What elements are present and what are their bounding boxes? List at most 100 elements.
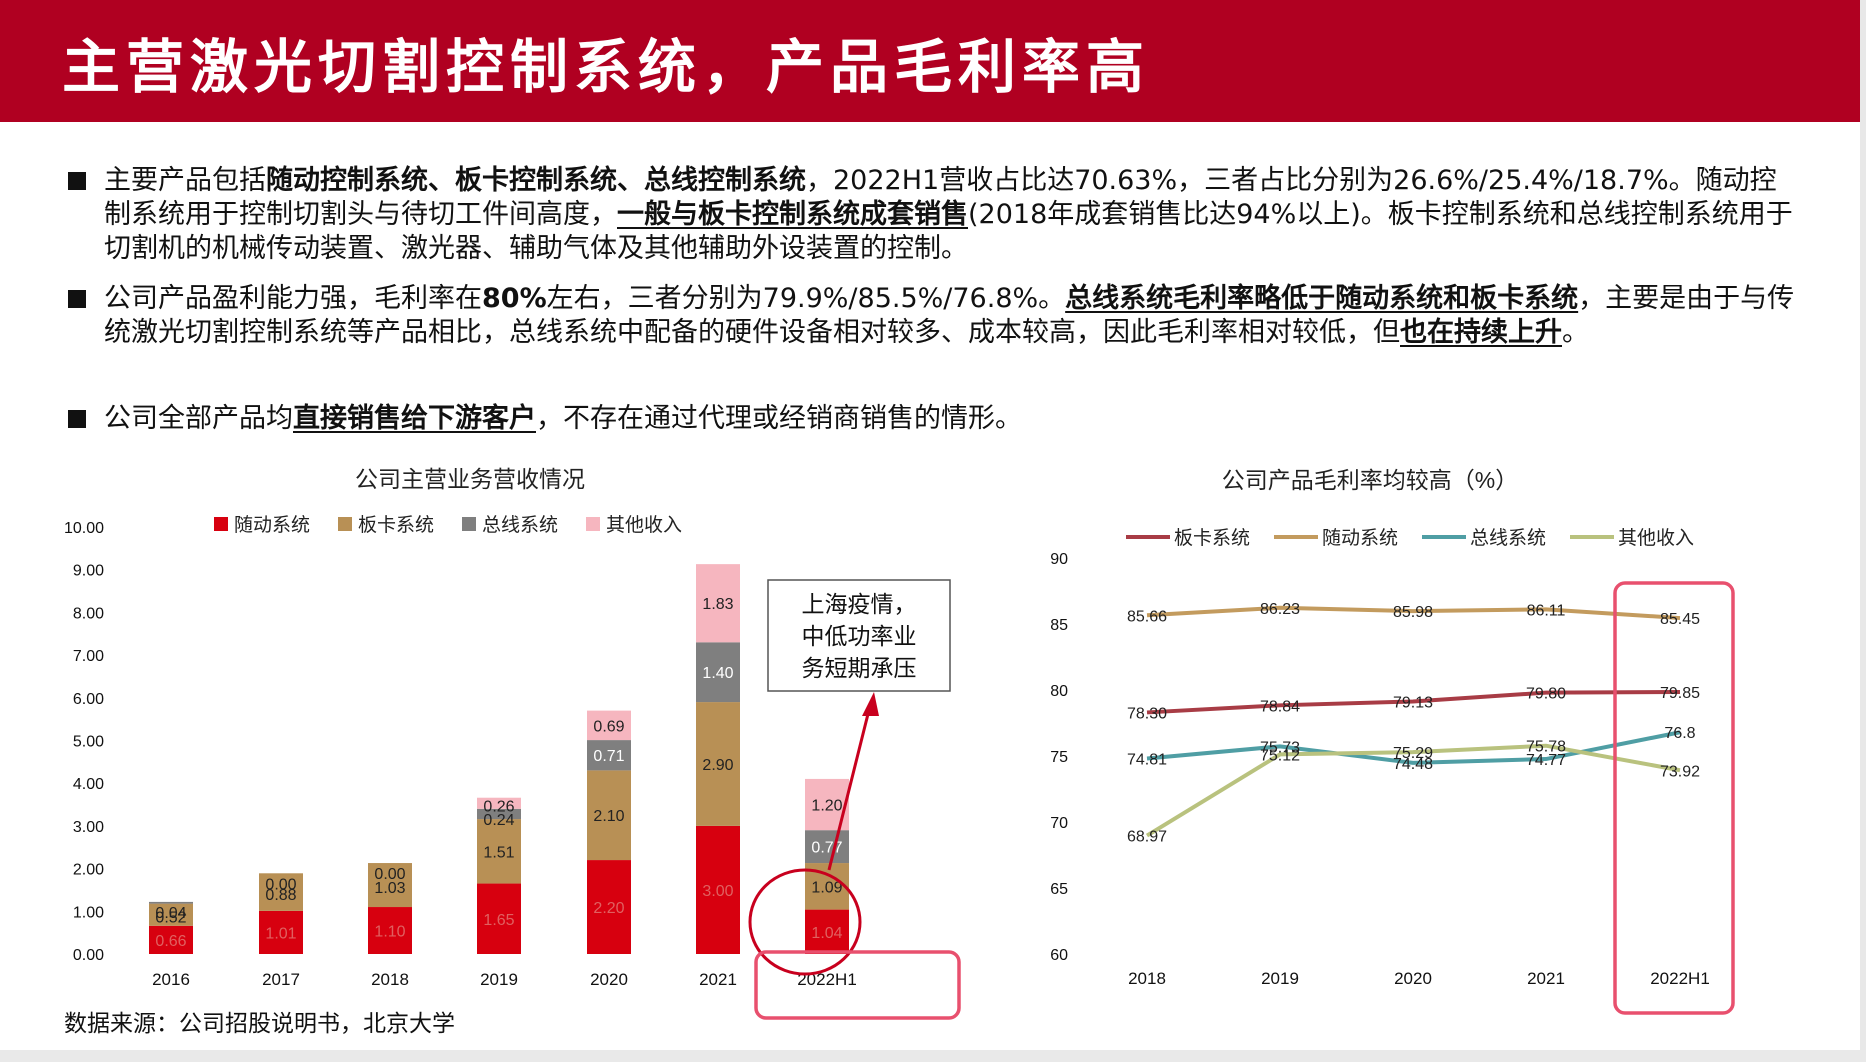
bar-value-label: 1.20 [811,798,842,815]
bar-segment [805,909,849,954]
bar-segment [149,903,193,926]
bullet-square-icon [68,172,86,190]
x-tick-label: 2021 [1527,969,1565,988]
body-text: 左右，三者分别为79.9%/85.5%/76.8%。 [546,283,1066,314]
y-tick-label: 2.00 [73,862,104,879]
legend-label: 其他收入 [606,514,682,536]
legend-swatch [338,517,352,531]
legend-label: 总线系统 [1470,527,1546,549]
bar-value-label: 0.52 [155,910,186,927]
bar-segment [259,873,303,911]
y-tick-label: 90 [1050,551,1068,568]
annotation-text: 上海疫情， [802,591,917,617]
y-tick-label: 0.00 [73,947,104,964]
bar-value-label: 0.00 [374,866,405,883]
legend-label: 随动系统 [1322,527,1398,549]
y-tick-label: 8.00 [73,605,104,622]
bar-segment [805,778,849,831]
emphasis-text: 总线系统毛利率略低于随动系统和板卡系统 [1065,283,1579,314]
annotation-box [767,579,951,692]
body-text: 公司全部产品均 [104,403,293,434]
bar-value-label: 1.83 [702,596,733,613]
line-value-label: 74.77 [1526,752,1566,769]
bar-value-label: 1.65 [483,912,514,929]
x-tick-label: 2022H1 [1650,969,1710,988]
body-text: 主要产品包括 [104,165,266,196]
x-tick-label: 2018 [1128,969,1166,988]
bar-value-label: 1.04 [811,925,842,942]
line-value-label: 75.12 [1260,747,1300,764]
series-line [1146,689,1681,715]
bullet-text: 公司产品盈利能力强，毛利率在80%左右，三者分别为79.9%/85.5%/76.… [104,282,1798,350]
bullet-square-icon [68,410,86,428]
line-value-label: 75.29 [1393,745,1433,762]
emphasis-text: 直接销售给下游客户 [293,403,536,434]
bar-value-label: 1.09 [811,879,842,896]
bar-segment [149,901,193,904]
x-tick-label: 2017 [262,970,300,989]
bar-segment [696,702,740,826]
annotation-text: 中低功率业 [802,623,917,649]
line-value-label: 68.97 [1127,829,1167,846]
line-value-label: 85.98 [1393,604,1433,621]
bar-value-label: 1.03 [374,880,405,897]
x-tick-label: 2019 [1261,969,1299,988]
revenue-bar-chart: 公司主营业务营收情况 0.00 1.00 2.00 3.00 4.00 5.00 6.00 7.… [64,466,857,989]
bullet-text: 主要产品包括随动控制系统、板卡控制系统、总线控制系统，2022H1营收占比达70… [104,164,1798,266]
y-tick-label: 9.00 [73,563,104,580]
bar-value-label: 0.69 [593,718,624,735]
bold-text: 随动控制系统、板卡控制系统、总线控制系统 [266,165,806,196]
legend-swatch [586,517,600,531]
bar-value-label: 2.10 [593,808,624,825]
line-chart-title: 公司产品毛利率均较高（%） [1222,467,1518,493]
bottom-strip [0,1050,1866,1062]
y-tick-label: 6.00 [73,691,104,708]
line-value-label: 79.85 [1660,685,1700,702]
bullet-3: 公司全部产品均直接销售给下游客户，不存在通过代理或经销商销售的情形。 [68,402,1798,436]
bar-value-label: 0.04 [155,905,186,922]
line-value-label: 85.66 [1127,608,1167,625]
emphasis-text: 一般与板卡控制系统成套销售 [617,199,968,230]
legend-label: 板卡系统 [1174,527,1250,549]
bar-value-label: 2.90 [702,757,733,774]
line-value-label: 78.84 [1260,698,1300,715]
legend-swatch [462,517,476,531]
bar-value-label: 1.51 [483,844,514,861]
line-value-label: 75.78 [1526,739,1566,756]
bar-segment [805,830,849,864]
y-tick-label: 75 [1050,749,1068,766]
bold-text: 80% [482,283,547,314]
y-tick-label: 85 [1050,617,1068,634]
annotation-arrow [827,705,872,871]
line-value-label: 79.13 [1393,694,1433,711]
legend-swatch [214,517,228,531]
bar-segment [587,740,631,771]
bar-segment [477,883,521,954]
bar-value-label: 1.01 [265,925,296,942]
bar-value-label: 1.40 [702,665,733,682]
bar-chart-title: 公司主营业务营收情况 [355,466,585,492]
bullet-text: 公司全部产品均直接销售给下游客户，不存在通过代理或经销商销售的情形。 [104,402,1798,436]
legend-label: 随动系统 [234,514,310,536]
y-tick-label: 5.00 [73,734,104,751]
margin-line-chart: 公司产品毛利率均较高（%） 60 65 70 75 80 85 90 2018 2019 2020 2… [1050,467,1710,988]
bar-segment [587,860,631,954]
series-line [1146,605,1681,621]
x-tick-label: 2022H1 [797,970,857,989]
body-text: 公司产品盈利能力强，毛利率在 [104,283,482,314]
bullet-2: 公司产品盈利能力强，毛利率在80%左右，三者分别为79.9%/85.5%/76.… [68,282,1798,350]
bar-segment [696,642,740,703]
body-text: 。 [1562,317,1589,348]
line-value-label: 73.92 [1660,763,1700,780]
x-tick-label: 2020 [1394,969,1432,988]
emphasis-text: 也在持续上升 [1400,317,1562,348]
bar-segment [696,564,740,643]
bar-segment [805,863,849,910]
bar-value-label: 3.00 [702,883,733,900]
arrow-head-icon [862,692,879,716]
bar-value-label: 2.20 [593,900,624,917]
x-tick-label: 2016 [152,970,190,989]
line-value-label: 78.30 [1127,705,1167,722]
